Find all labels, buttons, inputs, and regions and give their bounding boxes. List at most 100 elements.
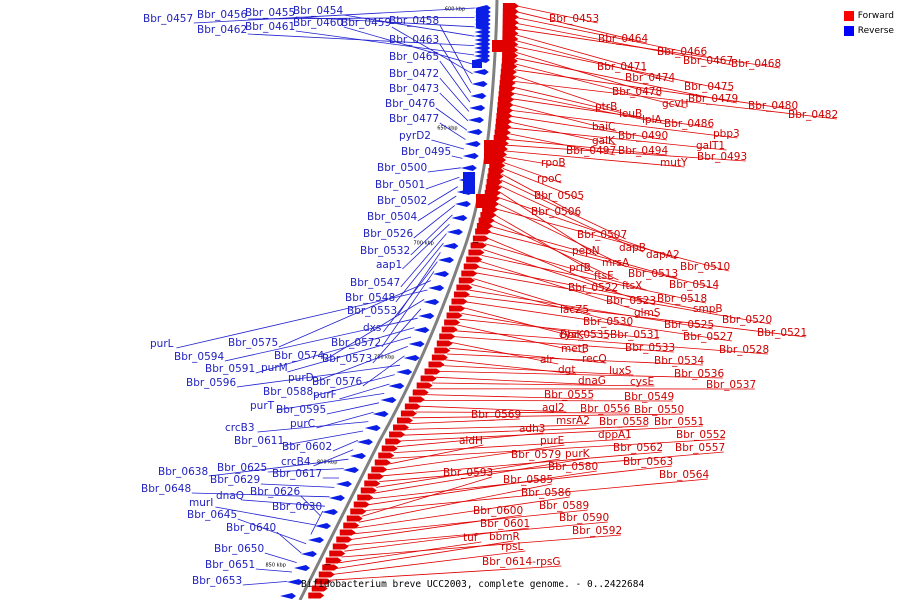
forward-gene-label: Bbr_0466 [657, 46, 707, 58]
forward-gene-label: Bbr_0600 [473, 505, 523, 517]
forward-gene-label: Bbr_0494 [618, 145, 668, 157]
forward-gene [500, 69, 517, 75]
reverse-gene [442, 243, 459, 249]
forward-gene [428, 361, 445, 368]
reverse-gene-label: Bbr_0463 [389, 34, 439, 46]
leader-line [224, 317, 418, 362]
forward-gene-label: recQ [582, 353, 607, 365]
reverse-gene-block [463, 172, 475, 194]
forward-gene [431, 354, 448, 361]
forward-gene-label: gcvH [662, 98, 689, 110]
forward-gene [439, 333, 456, 340]
forward-gene-label: Bbr_0557 [675, 442, 725, 454]
leader-line [453, 336, 674, 353]
forward-gene-label: Bbr_0506 [531, 206, 581, 218]
forward-gene-label: alr [540, 354, 554, 366]
forward-gene-label: bbmR [489, 531, 520, 543]
forward-gene-label: Bbr_0558 [599, 416, 649, 428]
reverse-gene [471, 81, 488, 87]
reverse-gene-label: Bbr_0553 [347, 305, 397, 317]
leader-line [512, 92, 667, 125]
forward-gene-label: smpB [693, 303, 723, 315]
forward-gene [400, 410, 417, 417]
leader-line [516, 40, 674, 83]
reverse-gene-label: pyrD2 [399, 130, 431, 142]
forward-gene [488, 168, 505, 174]
reverse-gene [294, 565, 310, 571]
forward-gene-label: dppA1 [598, 429, 632, 441]
leader-line [326, 402, 380, 415]
forward-gene [336, 536, 353, 543]
leader-line [358, 483, 552, 523]
leader-line [447, 353, 703, 366]
forward-gene [404, 403, 421, 410]
forward-gene-label: Bbr_0586 [521, 487, 571, 499]
forward-gene-label: dgt [558, 364, 575, 376]
reverse-gene-label: Bbr_0629 [210, 474, 260, 486]
reverse-gene-label: dxs [363, 322, 381, 334]
reverse-gene [343, 467, 359, 473]
reverse-gene-label: Bbr_0572 [331, 337, 381, 349]
forward-gene [412, 389, 429, 396]
forward-gene-label: rpoB [541, 157, 566, 169]
reverse-gene-label: dnaQ [216, 490, 244, 502]
reverse-gene [280, 593, 296, 599]
leader-line [510, 110, 738, 139]
forward-gene-label: Bbr_0453 [549, 13, 599, 25]
leader-line [485, 243, 647, 291]
leader-line [435, 376, 603, 386]
leader-lines [176, 5, 837, 586]
leader-line [516, 52, 661, 97]
forward-gene-label: Bbr_0569 [471, 409, 521, 421]
leader-line [335, 540, 514, 569]
reverse-gene [438, 257, 454, 263]
leader-line [506, 144, 746, 162]
genome-caption: Bifidobacterium breve UCC2003, complete … [301, 579, 644, 590]
forward-gene [500, 74, 517, 81]
legend-reverse: Reverse [843, 23, 894, 38]
legend-forward: Forward [843, 8, 894, 23]
forward-gene-label: glmS [634, 307, 661, 319]
leader-line [504, 156, 566, 168]
leader-line [313, 449, 354, 467]
forward-gene [458, 277, 475, 284]
forward-gene-label: aldH [459, 435, 483, 447]
leader-line [516, 28, 780, 69]
leader-line [507, 139, 667, 156]
reverse-gene-label: Bbr_0625 [217, 462, 267, 474]
leader-line [513, 86, 644, 119]
tick-label: 700 kbp [413, 241, 433, 247]
reverse-gene-label: Bbr_0455 [245, 7, 295, 19]
forward-gene-label: Bbr_0479 [688, 93, 738, 105]
forward-gene-label: adh3 [519, 423, 545, 435]
forward-gene [444, 319, 461, 326]
forward-gene [461, 270, 478, 277]
reverse-gene-label: Bbr_0575 [228, 337, 278, 349]
leader-line [324, 299, 425, 361]
forward-gene [497, 102, 514, 108]
leader-line [494, 214, 594, 273]
forward-gene-label: Bbr_0507 [577, 229, 627, 241]
reverse-gene [388, 383, 405, 389]
forward-gene [502, 25, 519, 31]
reverse-gene-label: Bbr_0460 [293, 17, 343, 29]
reverse-gene-label: Bbr_0595 [276, 404, 326, 416]
reverse-gene [357, 439, 373, 445]
leader-line [502, 168, 583, 201]
forward-gene-label: lplA [642, 114, 662, 126]
reverse-gene [433, 271, 450, 277]
leader-line [417, 195, 457, 222]
forward-gene [498, 96, 515, 103]
reverse-gene [428, 285, 445, 291]
leader-line [496, 208, 729, 272]
reverse-gene [396, 369, 413, 375]
reverse-gene [460, 165, 477, 171]
leader-line [413, 205, 455, 239]
forward-gene-label: baiC [592, 121, 615, 133]
forward-gene [329, 550, 346, 557]
tick-label: 800 kbp [317, 460, 337, 466]
forward-gene [364, 480, 381, 487]
reverse-gene-label: Bbr_0477 [389, 113, 439, 125]
leader-line [384, 444, 565, 471]
